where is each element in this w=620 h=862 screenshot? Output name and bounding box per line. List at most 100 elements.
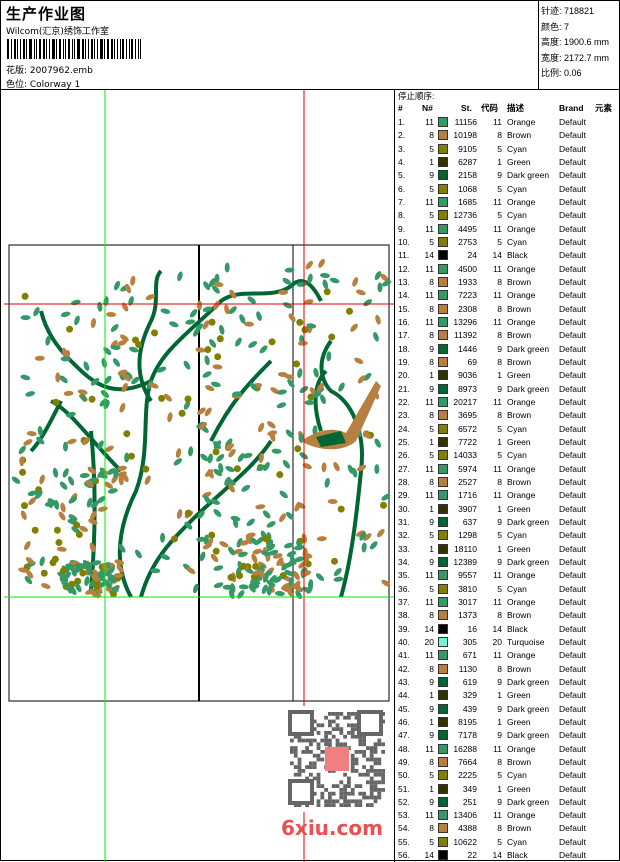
needle-number: 11 <box>425 490 434 501</box>
barcode-bar <box>17 39 18 59</box>
color-description: Green <box>507 156 531 167</box>
leaf <box>369 541 378 550</box>
color-code: 11 <box>493 463 502 474</box>
flower-bud <box>21 502 28 510</box>
col-needle: N# <box>422 103 433 113</box>
barcode-bar <box>107 39 109 59</box>
leaf <box>355 289 366 296</box>
row-index: 18. <box>398 343 410 354</box>
leaf <box>246 518 255 527</box>
qr-code-icon <box>288 710 385 807</box>
leaf <box>281 562 290 571</box>
color-description: Dark green <box>507 796 550 807</box>
table-row: 13. 8 1933 8 Brown Default <box>396 276 620 289</box>
stitch-count: 6572 <box>458 423 477 434</box>
color-swatch <box>438 823 448 834</box>
leaf <box>289 555 297 565</box>
leaf <box>122 373 131 382</box>
leaf <box>213 281 224 287</box>
needle-number: 9 <box>429 556 434 567</box>
flower-bud <box>123 430 131 438</box>
color-code: 5 <box>497 210 502 221</box>
color-description: Dark green <box>507 516 550 527</box>
flower-bud <box>31 526 39 534</box>
thread-brand: Default <box>559 636 586 647</box>
flower-bud <box>212 547 220 555</box>
color-code: 11 <box>493 290 502 301</box>
leaf <box>144 475 151 485</box>
color-swatch <box>438 543 448 554</box>
barcode-bar <box>36 39 37 59</box>
col-brand: Brand <box>559 103 584 113</box>
flower-bud <box>59 567 67 575</box>
leaf <box>374 271 382 281</box>
stitch-count: 3017 <box>458 596 477 607</box>
table-row: 34. 9 12389 9 Dark green Default <box>396 556 620 569</box>
color-code: 1 <box>497 370 502 381</box>
leaf <box>47 498 53 509</box>
row-index: 43. <box>398 676 410 687</box>
row-index: 38. <box>398 610 410 621</box>
barcode-bar <box>74 39 75 59</box>
leaf <box>106 468 116 475</box>
leaf <box>89 542 96 553</box>
leaf <box>282 460 291 469</box>
thread-brand: Default <box>559 330 586 341</box>
needle-number: 1 <box>429 543 434 554</box>
leaf <box>361 542 367 553</box>
leaf <box>333 576 344 582</box>
color-description: Cyan <box>507 210 527 221</box>
leaf <box>60 311 71 318</box>
flower-bud <box>142 465 150 473</box>
thread-brand: Default <box>559 370 586 381</box>
table-row: 27. 11 5974 11 Orange Default <box>396 463 620 476</box>
leaf <box>128 346 139 353</box>
table-row: 22. 11 20217 11 Orange Default <box>396 396 620 409</box>
stitch-count: 6287 <box>458 156 477 167</box>
barcode-bar <box>22 39 25 59</box>
leaf <box>34 355 45 361</box>
flower-bud <box>21 292 29 300</box>
leaf <box>104 579 112 589</box>
leaf <box>83 361 90 371</box>
stitch-count: 24 <box>467 250 477 261</box>
flower-bud <box>328 333 336 341</box>
color-swatch <box>438 223 448 234</box>
leaf <box>359 531 367 541</box>
barcode-bar <box>88 39 89 59</box>
thread-brand: Default <box>559 383 586 394</box>
leaf <box>350 323 358 332</box>
color-code: 14 <box>492 850 502 861</box>
color-code: 8 <box>497 756 502 767</box>
stitch-count: 4500 <box>458 263 477 274</box>
leaf <box>306 323 317 329</box>
leaf <box>284 267 295 273</box>
leaf <box>381 280 392 287</box>
thread-brand: Default <box>559 343 586 354</box>
leaf <box>213 468 223 477</box>
color-description: Green <box>507 543 531 554</box>
color-swatch <box>438 610 448 621</box>
table-row: 16. 11 13296 11 Orange Default <box>396 316 620 329</box>
leaf <box>262 510 271 519</box>
leaf <box>276 557 284 567</box>
color-description: Cyan <box>507 530 527 541</box>
leaf <box>315 573 325 581</box>
watermark-text: 6xiu.com <box>281 816 383 840</box>
row-index: 32. <box>398 530 410 541</box>
leaf <box>183 400 191 410</box>
caption: 停止顺序: <box>398 91 435 101</box>
leaf <box>88 518 98 525</box>
stitch-count: 4495 <box>458 223 477 234</box>
color-description: Green <box>507 370 531 381</box>
stitch-count: 11392 <box>453 330 477 341</box>
thread-brand: Default <box>559 236 586 247</box>
table-row: 37. 11 3017 11 Orange Default <box>396 596 620 609</box>
needle-number: 11 <box>425 117 434 127</box>
leaf <box>230 583 236 594</box>
leaf <box>124 371 133 380</box>
leaf <box>284 569 294 577</box>
needle-number: 8 <box>429 130 434 141</box>
stitch-count: 针迹: 718821 <box>541 6 595 16</box>
barcode-bar <box>77 39 80 59</box>
